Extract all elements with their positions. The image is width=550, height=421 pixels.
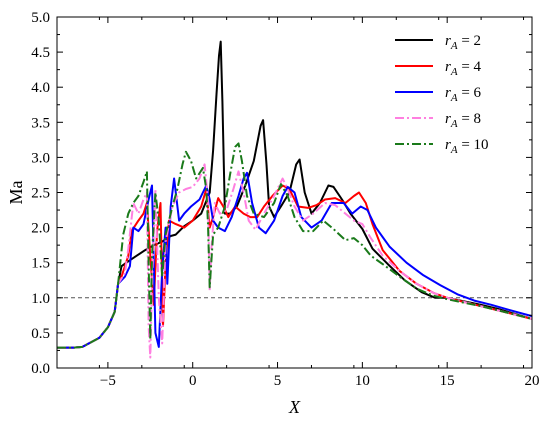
y-axis-label: Ma — [6, 180, 26, 204]
legend: rA = 2 rA = 4 rA = 6 rA = 8 rA = 10 — [395, 33, 489, 156]
legend-label-3: rA = 6 — [445, 85, 482, 104]
series-line-2 — [57, 184, 533, 349]
legend-label-2: rA = 4 — [445, 59, 482, 78]
series-line-3 — [57, 171, 533, 349]
axes-layer: −5 0 5 10 15 20 0.0 0.5 1.0 1.5 2.0 2.5 3.0 3.5 4.0 4.5… — [31, 10, 539, 389]
x-tick-label: 10 — [355, 373, 370, 389]
y-tick-label: 5.0 — [31, 10, 50, 26]
x-axis-label: X — [288, 397, 301, 417]
y-tick-label: 0.5 — [31, 326, 50, 342]
y-tick-label: 3.5 — [31, 115, 50, 131]
series-line-5 — [57, 142, 533, 349]
y-tick-label: 4.0 — [31, 80, 50, 96]
legend-label-1: rA = 2 — [445, 33, 481, 52]
legend-label-4: rA = 8 — [445, 111, 481, 130]
y-tick-label: 3.0 — [31, 150, 50, 166]
y-tick-label: 1.5 — [31, 256, 50, 272]
x-tick-label: 5 — [274, 373, 282, 389]
y-tick-label: 1.0 — [31, 291, 50, 307]
series-line-4 — [57, 163, 533, 359]
y-tick-label: 0.0 — [31, 361, 50, 377]
series-layer — [57, 40, 533, 359]
x-tick-label: 0 — [189, 373, 197, 389]
x-tick-label: 20 — [525, 373, 540, 389]
y-tick-label: 4.5 — [31, 45, 50, 61]
x-tick-label: 15 — [440, 373, 455, 389]
y-tick-label: 2.5 — [31, 186, 50, 202]
legend-label-5: rA = 10 — [445, 137, 489, 156]
y-tick-label: 2.0 — [31, 221, 50, 237]
series-line-1 — [57, 40, 533, 349]
x-tick-label: −5 — [100, 373, 116, 389]
